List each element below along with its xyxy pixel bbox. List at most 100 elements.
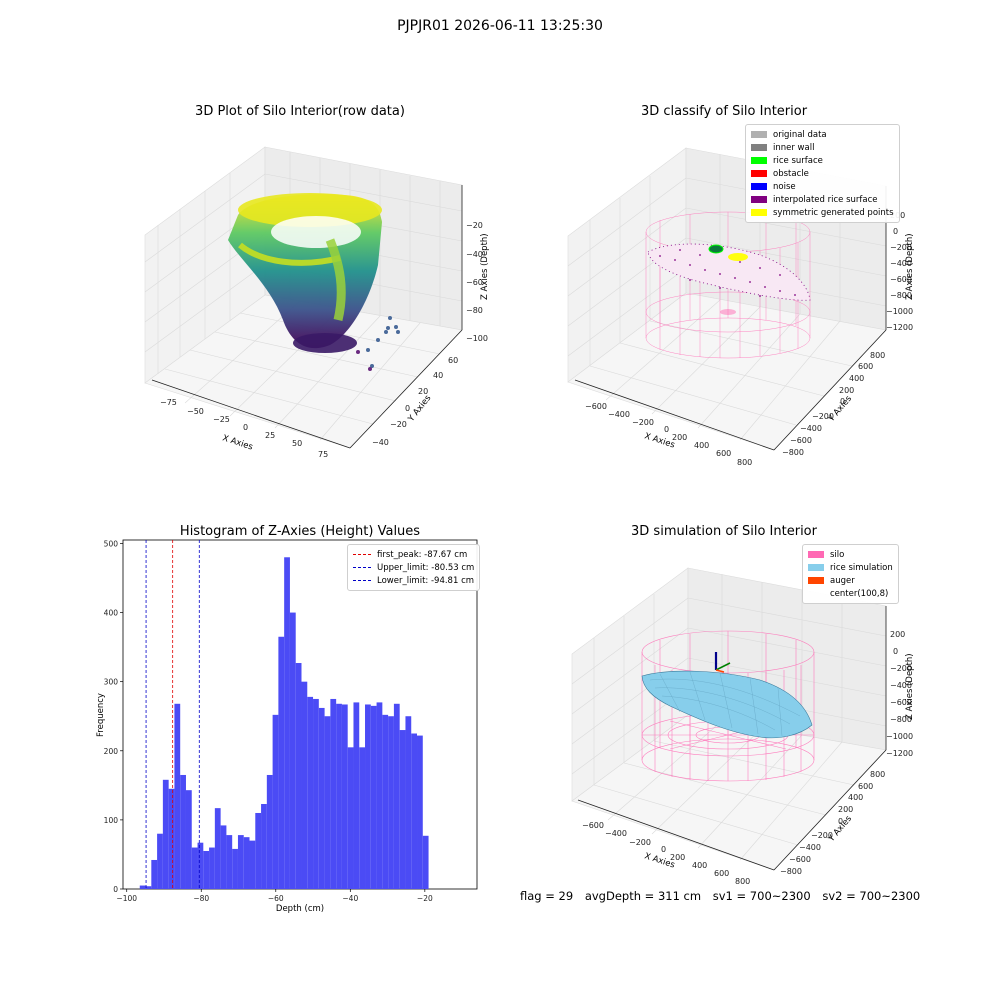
p2-ytick: 600 — [858, 362, 873, 371]
histogram-bar — [243, 837, 250, 889]
y-tick-label: 0 — [113, 885, 118, 894]
legend-swatch — [751, 183, 767, 190]
legend-label: interpolated rice surface — [773, 194, 878, 205]
p4-xtick: −200 — [629, 838, 651, 847]
legend-label: silo — [830, 549, 845, 560]
p2-ytick: 200 — [839, 386, 854, 395]
p3-yticks: 0 100 200 300 400 500 — [104, 539, 123, 894]
p4-xtick: −400 — [605, 829, 627, 838]
histogram-bar — [324, 716, 331, 889]
legend-label: symmetric generated points — [773, 207, 894, 218]
legend-item-upper-limit: Upper_limit: -80.53 cm — [353, 561, 474, 574]
p3-vlines — [145, 540, 200, 889]
histogram-bar — [278, 636, 285, 889]
p1-zlabel: Z Axies (Depth) — [480, 233, 490, 300]
legend-item-first-peak: first_peak: -87.67 cm — [353, 548, 474, 561]
p2-ztick: −600 — [890, 275, 912, 284]
p4-auger — [715, 669, 725, 673]
legend-swatch — [808, 551, 824, 558]
p4-ztick: −600 — [890, 698, 912, 707]
histogram-bar — [168, 788, 175, 889]
histogram-bar — [295, 663, 302, 889]
p2-ztick: −400 — [890, 259, 912, 268]
legend-label: center(100,8) — [830, 588, 889, 599]
p1-ztick: −20 — [466, 221, 483, 230]
legend-item-original-data: original data — [751, 128, 894, 141]
p2-xtick: −200 — [632, 418, 654, 427]
p4-xtick: −600 — [582, 821, 604, 830]
p1-xtick: 75 — [318, 450, 328, 459]
p2-xtick: 200 — [672, 433, 687, 442]
histogram-bar — [139, 885, 146, 889]
legend-label: noise — [773, 181, 796, 192]
p2-ytick: 400 — [849, 374, 864, 383]
p4-xtick: 0 — [661, 845, 666, 854]
x-tick-label: −60 — [268, 894, 284, 903]
histogram-bar — [365, 704, 371, 889]
p1-ytick: 40 — [433, 371, 443, 380]
histogram-bar — [411, 733, 418, 889]
p4-xtick: 200 — [670, 853, 685, 862]
p2-ticks: −600 −400 −200 0 200 400 600 800 −800 −6… — [585, 211, 913, 467]
histogram-bar — [341, 704, 348, 889]
p2-rice-surface — [708, 244, 724, 254]
p1-ztick: −60 — [466, 278, 483, 287]
histogram-bar — [336, 703, 342, 889]
legend-label: auger — [830, 575, 855, 586]
p2-xtick: 0 — [664, 425, 669, 434]
histogram-bar — [162, 779, 169, 889]
legend-item-rice-surface: rice surface — [751, 154, 894, 167]
panel2-legend: original data inner wall rice surface ob… — [745, 124, 900, 223]
histogram-bar — [313, 698, 319, 889]
histogram-bar — [203, 850, 210, 889]
p1-ztick: −80 — [466, 306, 483, 315]
p2-symmetric-points — [728, 253, 748, 261]
legend-item-noise: noise — [751, 180, 894, 193]
p2-xtick: −600 — [585, 402, 607, 411]
histogram-bar — [393, 703, 400, 889]
legend-label: rice surface — [773, 155, 823, 166]
p1-bowl-opening — [271, 216, 361, 248]
p4-ytick: 400 — [848, 793, 863, 802]
p4-ztick: 200 — [890, 630, 905, 639]
histogram-bar — [185, 790, 192, 889]
histogram-bar — [261, 803, 267, 889]
legend-swatch — [808, 577, 824, 584]
y-tick-label: 500 — [104, 539, 119, 548]
legend-label: original data — [773, 129, 827, 140]
panel3-histogram: −100 −80 −60 −40 −20 0 100 200 300 400 500 — [104, 539, 478, 903]
p4-ytick: 200 — [838, 805, 853, 814]
histogram-bar — [214, 808, 221, 889]
p4-ytick: −400 — [799, 843, 821, 852]
p3-bars — [139, 557, 429, 889]
histogram-bar — [376, 702, 383, 889]
panel3-title: Histogram of Z-Axies (Height) Values — [179, 524, 421, 539]
p1-bowl-bottom — [293, 333, 357, 353]
legend-swatch — [808, 590, 824, 597]
p2-ztick: −1000 — [886, 307, 913, 316]
histogram-bar — [284, 557, 290, 889]
p1-ticks: −75 −50 −25 0 25 50 75 −40 −20 0 20 40 6… — [160, 221, 488, 459]
legend-line — [353, 580, 371, 581]
legend-line — [353, 554, 371, 555]
y-tick-label: 300 — [104, 678, 119, 687]
p3-xticks: −100 −80 −60 −40 −20 — [116, 889, 433, 903]
legend-swatch — [751, 157, 767, 164]
histogram-bar — [174, 703, 181, 889]
legend-item-lower-limit: Lower_limit: -94.81 cm — [353, 574, 474, 587]
panel3-legend: first_peak: -87.67 cm Upper_limit: -80.5… — [347, 544, 481, 591]
histogram-bar — [359, 747, 366, 889]
histogram-bar — [289, 612, 296, 889]
legend-item-inner-wall: inner wall — [751, 141, 894, 154]
panel4-3d-axes — [571, 567, 887, 871]
p1-xtick: 25 — [265, 431, 275, 440]
p1-ytick: −40 — [372, 438, 389, 447]
p4-ticks: −600 −400 −200 0 200 400 600 800 −800 −6… — [582, 630, 913, 886]
legend-item-auger: auger — [808, 574, 893, 587]
histogram-bar — [307, 696, 314, 889]
legend-label: first_peak: -87.67 cm — [377, 549, 468, 560]
p2-ytick: −200 — [812, 412, 834, 421]
histogram-bar — [388, 716, 394, 889]
histogram-bar — [249, 840, 256, 889]
